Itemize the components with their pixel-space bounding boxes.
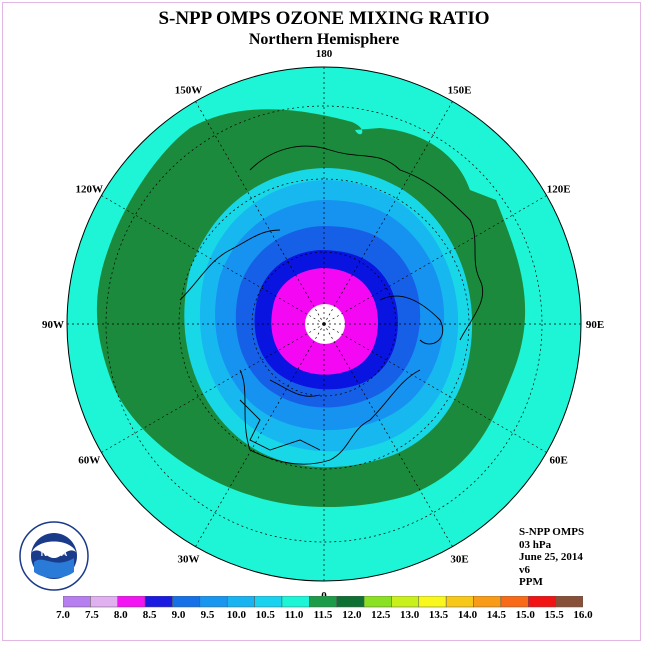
colorbar-tick-label: 7.0 (56, 609, 70, 621)
info-date: June 25, 2014 (519, 551, 583, 563)
longitude-label: 150E (448, 84, 472, 96)
longitude-label: 60W (78, 455, 100, 467)
colorbar-swatch (117, 596, 146, 608)
colorbar-tick-label: 13.0 (400, 609, 420, 621)
map-boundary (66, 66, 582, 582)
colorbar-tick-label: 8.5 (142, 609, 157, 621)
colorbar-tick-label: 10.5 (255, 609, 275, 621)
colorbar-tick-label: 9.5 (200, 609, 215, 621)
colorbar-swatch (445, 596, 474, 608)
longitude-label: 120E (547, 184, 571, 196)
colorbar-tick-label: 9.0 (171, 609, 186, 621)
longitude-label: 180 (316, 48, 333, 60)
longitude-label: 30W (178, 554, 200, 566)
colorbar-swatch (309, 596, 337, 608)
longitude-label: 90W (42, 319, 64, 331)
colorbar-swatch (144, 596, 173, 608)
info-version: v6 (519, 563, 530, 576)
colorbar-tick-label: 14.0 (457, 609, 478, 621)
colorbar-tick-label: 10.0 (226, 609, 246, 621)
longitude-label: 30E (450, 554, 468, 566)
colorbar-tick-label: 15.5 (544, 609, 564, 621)
colorbar-swatch (500, 596, 529, 608)
colorbar-swatch (555, 596, 583, 608)
colorbar-swatch (363, 596, 392, 608)
colorbar-swatch (63, 596, 91, 608)
colorbar-swatch (281, 596, 310, 608)
longitude-label: 150W (175, 84, 203, 96)
colorbar-tick-label: 13.5 (428, 609, 449, 621)
coastlines (179, 145, 484, 465)
colorbar (63, 596, 583, 608)
info-units: PPM (519, 576, 543, 588)
colorbar-tick-label: 11.5 (313, 609, 333, 621)
colorbar-tick-label: 16.0 (573, 609, 593, 621)
info-instrument: S-NPP OMPS (519, 526, 585, 538)
colorbar-tick-label: 12.0 (342, 609, 362, 621)
info-box: S-NPP OMPS 03 hPa June 25, 2014 v6 PPM (519, 526, 584, 589)
colorbar-swatch (528, 596, 556, 608)
colorbar-swatch (172, 596, 201, 608)
map-title: S-NPP OMPS OZONE MIXING RATIO (158, 8, 490, 29)
colorbar-tick-label: 8.0 (113, 609, 128, 621)
colorbar-swatch (473, 596, 502, 608)
noaa-logo: NOAA (18, 520, 90, 592)
colorbar-swatch (418, 596, 447, 608)
colorbar-tick-label: 15.0 (515, 609, 535, 621)
colorbar-swatch (254, 596, 283, 608)
colorbar-tick-label: 14.5 (486, 609, 506, 621)
map-subtitle: Northern Hemisphere (248, 31, 400, 48)
colorbar-swatch (199, 596, 228, 608)
colorbar-tick-label: 7.5 (85, 609, 99, 621)
longitude-label: 90E (586, 319, 604, 331)
colorbar-swatch (336, 596, 365, 608)
longitude-label: 120W (76, 184, 104, 196)
svg-text:NOAA: NOAA (41, 548, 68, 558)
colorbar-labels: 7.0 7.5 8.0 8.5 9.0 9.5 10.0 10.5 11.0 11.5 12.0 12… (0, 609, 648, 623)
info-level: 03 hPa (519, 538, 552, 551)
colorbar-tick-label: 11.0 (284, 609, 304, 621)
colorbar-swatch (226, 596, 255, 608)
longitude-label: 60E (550, 455, 568, 467)
figure-frame (2, 2, 641, 641)
colorbar-swatch (90, 596, 118, 608)
colorbar-swatch (391, 596, 420, 608)
colorbar-tick-label: 12.5 (371, 609, 391, 621)
